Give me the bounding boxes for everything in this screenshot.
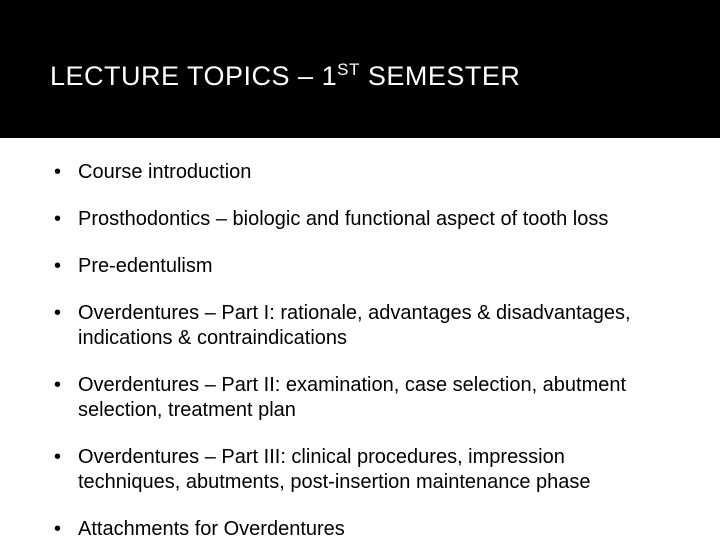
list-item: Overdentures – Part III: clinical proced… [50,445,670,495]
title-prefix: LECTURE TOPICS – 1 [50,61,337,91]
bullet-text: Attachments for Overdentures [78,518,345,540]
list-item: Overdentures – Part II: examination, cas… [50,373,670,423]
bullet-text: Overdentures – Part I: rationale, advant… [78,302,631,349]
slide-title: LECTURE TOPICS – 1ST SEMESTER [50,60,670,92]
slide: LECTURE TOPICS – 1ST SEMESTER Course int… [0,0,720,540]
list-item: Prosthodontics – biologic and functional… [50,207,670,232]
bullet-text: Course introduction [78,161,251,183]
bullet-list: Course introduction Prosthodontics – bio… [50,160,670,540]
list-item: Course introduction [50,160,670,185]
bullet-text: Pre-edentulism [78,255,213,277]
bullet-text: Overdentures – Part II: examination, cas… [78,374,626,421]
content-area: Course introduction Prosthodontics – bio… [0,138,720,540]
list-item: Overdentures – Part I: rationale, advant… [50,301,670,351]
bullet-text: Prosthodontics – biologic and functional… [78,208,608,230]
title-suffix: SEMESTER [360,61,521,91]
bullet-text: Overdentures – Part III: clinical proced… [78,446,591,493]
list-item: Pre-edentulism [50,254,670,279]
list-item: Attachments for Overdentures [50,517,670,540]
title-superscript: ST [337,60,360,79]
title-area: LECTURE TOPICS – 1ST SEMESTER [0,0,720,110]
